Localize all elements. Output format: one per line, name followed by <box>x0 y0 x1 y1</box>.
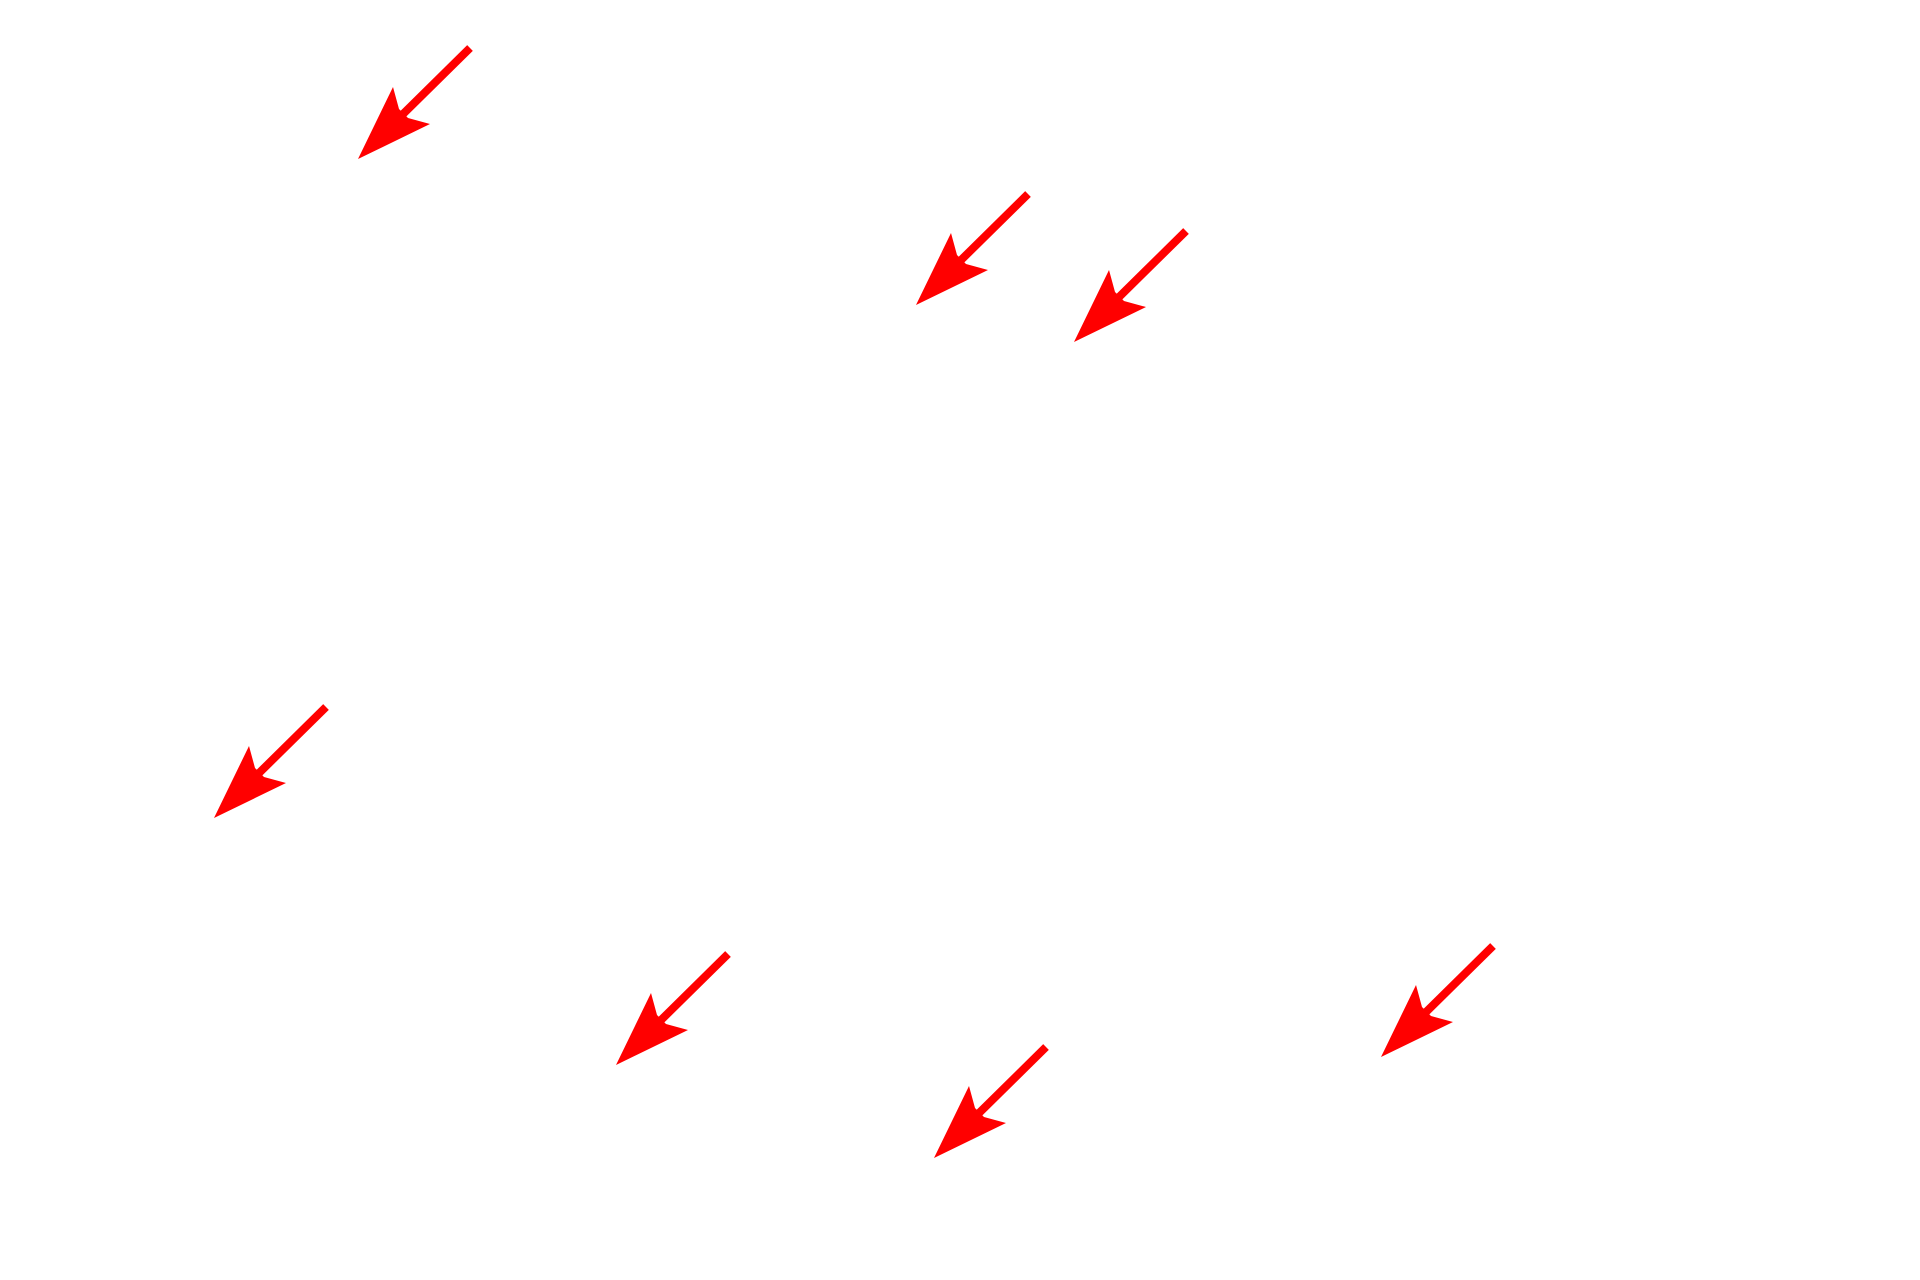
arrow-down-left-icon <box>616 951 731 1065</box>
arrow-head <box>1381 985 1453 1057</box>
arrow-shaft <box>251 704 329 781</box>
arrow-shaft <box>653 951 731 1028</box>
arrow-shaft <box>971 1044 1049 1121</box>
arrow-down-left-icon <box>1381 943 1496 1057</box>
arrow-shaft <box>395 45 473 122</box>
arrow-shaft <box>1418 943 1496 1020</box>
arrow-down-left-icon <box>1074 228 1189 342</box>
arrow-down-left-icon <box>934 1044 1049 1158</box>
arrow-head <box>1074 270 1146 342</box>
arrow-head <box>616 993 688 1065</box>
arrow-down-left-icon <box>214 704 329 818</box>
arrow-head <box>214 746 286 818</box>
arrow-shaft <box>1111 228 1189 305</box>
arrow-down-left-icon <box>358 45 473 159</box>
arrow-head <box>916 233 988 305</box>
arrow-shaft <box>953 191 1031 268</box>
arrow-head <box>358 87 430 159</box>
arrow-head <box>934 1086 1006 1158</box>
arrow-down-left-icon <box>916 191 1031 305</box>
